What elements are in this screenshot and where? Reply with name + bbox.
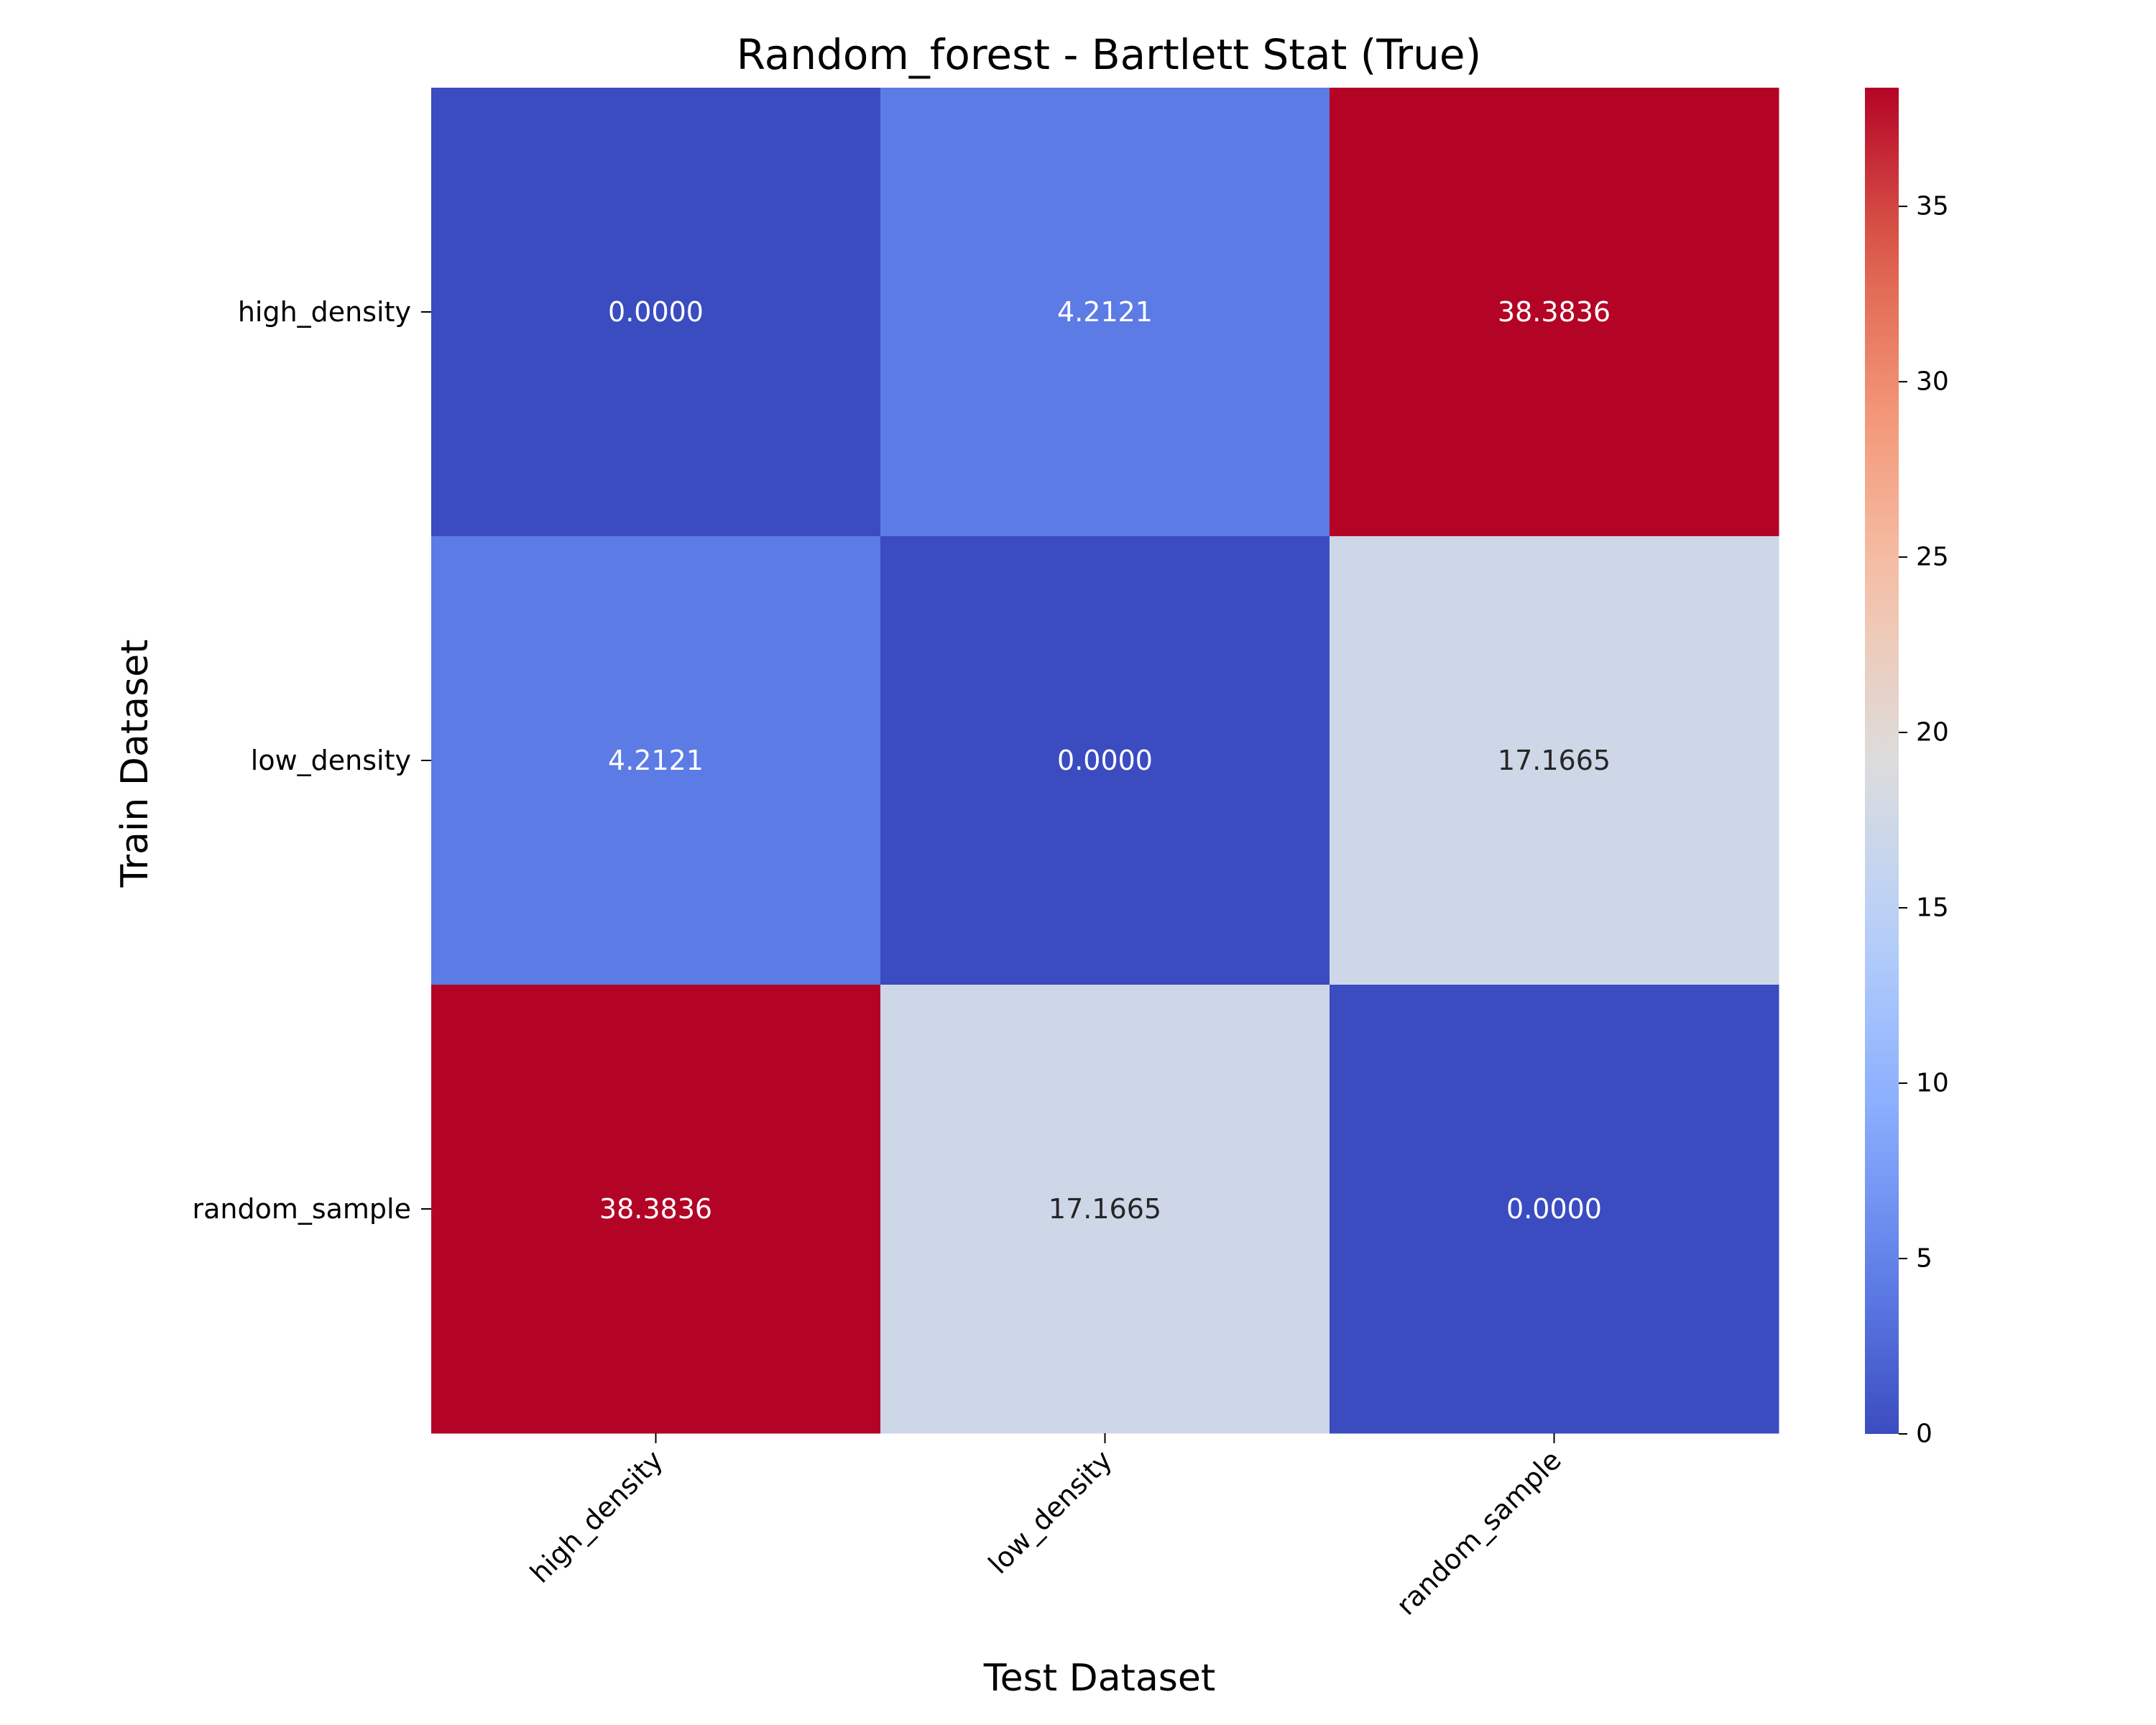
- colorbar-tick-label: 5: [1916, 1244, 1932, 1274]
- chart-title: Random_forest - Bartlett Stat (True): [737, 30, 1481, 79]
- y-axis-label: Train Dataset: [114, 640, 157, 888]
- y-tick-label: high_density: [238, 296, 411, 328]
- heatmap-cell: [431, 88, 881, 537]
- cell-value-label: 0.0000: [608, 296, 704, 328]
- heatmap-cell: [880, 985, 1330, 1434]
- heatmap-cell: [880, 88, 1330, 537]
- cell-value-label: 0.0000: [1506, 1193, 1602, 1225]
- heatmap-cell: [431, 536, 881, 985]
- colorbar-tick-label: 15: [1916, 893, 1949, 923]
- heatmap-cell: [1330, 536, 1779, 985]
- colorbar-gradient: [1865, 88, 1899, 1434]
- cell-value-label: 17.1665: [1049, 1193, 1161, 1225]
- y-tick-label: random_sample: [192, 1193, 411, 1225]
- heatmap-cell: [431, 985, 881, 1434]
- cell-value-label: 4.2121: [1057, 296, 1153, 328]
- cell-value-label: 38.3836: [599, 1193, 712, 1225]
- cell-value-label: 38.3836: [1498, 296, 1611, 328]
- colorbar-tick-label: 30: [1916, 367, 1949, 397]
- colorbar-tick-label: 0: [1916, 1420, 1932, 1449]
- colorbar-tick-label: 10: [1916, 1069, 1949, 1098]
- heatmap-cell-labels: 0.0000 4.2121 38.3836 4.2121 0.0000 17.1665 38…: [599, 296, 1611, 1225]
- heatmap-cell: [1330, 88, 1779, 537]
- colorbar-tick-label: 20: [1916, 718, 1949, 748]
- cell-value-label: 4.2121: [608, 745, 704, 776]
- cell-value-label: 17.1665: [1498, 745, 1611, 776]
- y-axis: high_density low_density random_sample: [192, 296, 431, 1225]
- x-axis-label: Test Dataset: [983, 1657, 1216, 1700]
- x-tick-label: high_density: [524, 1444, 669, 1589]
- x-axis: high_density low_density random_sample: [524, 1433, 1567, 1622]
- x-tick-label: random_sample: [1390, 1444, 1567, 1621]
- y-tick-label: low_density: [251, 745, 411, 776]
- colorbar-tick-label: 35: [1916, 192, 1949, 221]
- colorbar-tick-label: 25: [1916, 543, 1949, 572]
- cell-value-label: 0.0000: [1057, 745, 1153, 776]
- heatmap-cell: [880, 536, 1330, 985]
- heatmap-cell: [1330, 985, 1779, 1434]
- x-tick-label: low_density: [982, 1444, 1118, 1580]
- heatmap-cells: [431, 88, 1779, 1434]
- colorbar: 0 5 10 15 20 25 30 35: [1865, 88, 1949, 1449]
